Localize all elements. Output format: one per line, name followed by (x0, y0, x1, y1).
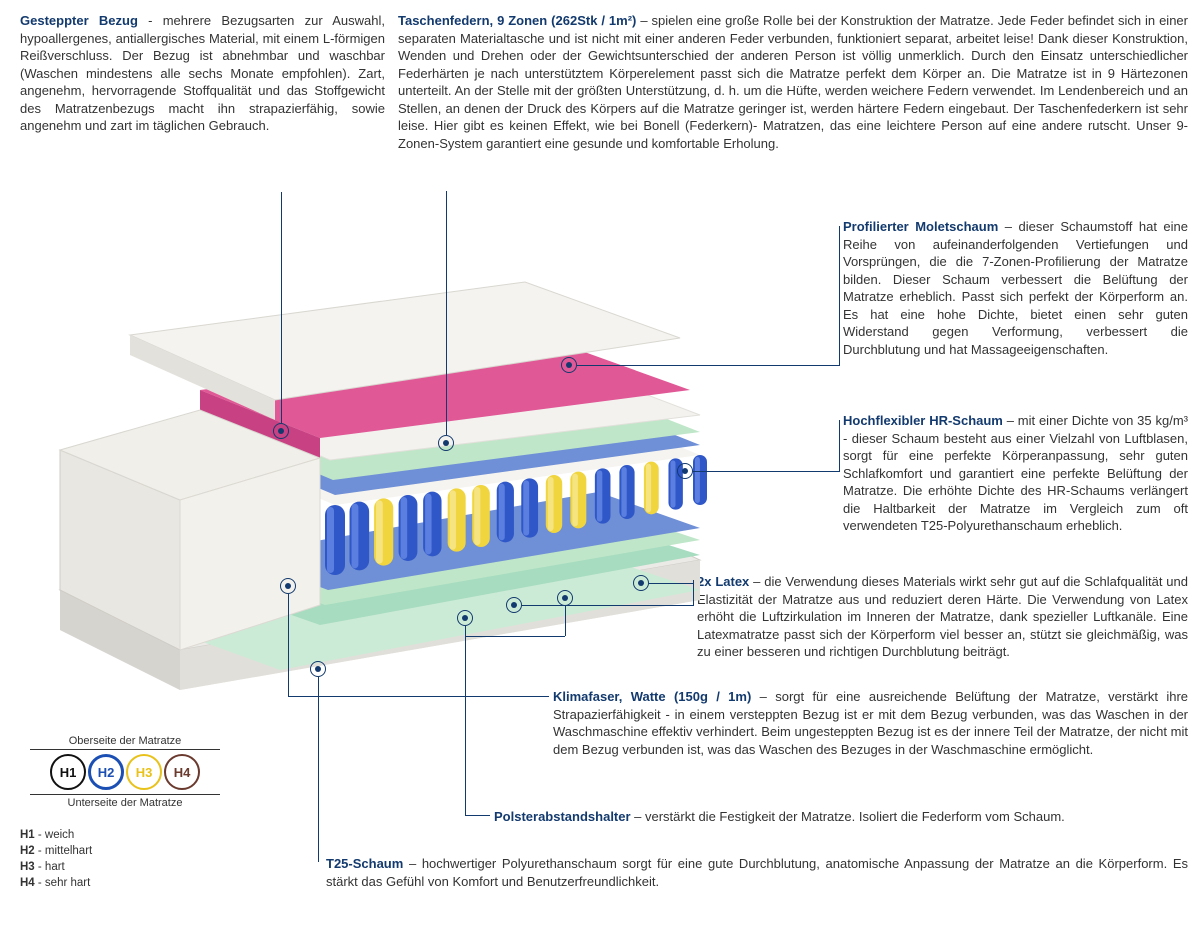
body-molet: – dieser Schaumstoff hat eine Reihe von … (843, 219, 1188, 357)
line-polster-h2 (465, 815, 490, 816)
block-molet: Profilierter Moletschaum – dieser Schaum… (843, 218, 1188, 358)
body-polster: – verstärkt die Festigkeit der Matratze.… (631, 809, 1065, 824)
dot-hr (677, 463, 693, 479)
title-t25: T25-Schaum (326, 856, 403, 871)
dot-federn (438, 435, 454, 451)
title-federn: Taschenfedern, 9 Zonen (262Stk / 1m²) (398, 13, 636, 28)
line-latex-h (649, 583, 693, 584)
block-t25: T25-Schaum – hochwertiger Polyurethansch… (326, 855, 1188, 890)
hardness-legend: Oberseite der Matratze H1H2H3H4 Untersei… (20, 735, 230, 891)
line-klima-h (288, 696, 549, 697)
hardness-h1: H1 (50, 754, 86, 790)
legend-top: Oberseite der Matratze (20, 735, 230, 747)
line-latex-v (693, 580, 694, 606)
block-klima: Klimafaser, Watte (150g / 1m) – sorgt fü… (553, 688, 1188, 758)
line-molet-v (839, 226, 840, 366)
dot-latex1 (506, 597, 522, 613)
dot-t25 (310, 661, 326, 677)
dot-polster1 (457, 610, 473, 626)
block-federn: Taschenfedern, 9 Zonen (262Stk / 1m²) – … (398, 12, 1188, 152)
dot-polster2 (557, 590, 573, 606)
line-latex-h2 (522, 605, 693, 606)
legend-key: H4 - sehr hart (20, 875, 230, 891)
body-latex: – die Verwendung dieses Materials wirkt … (697, 574, 1188, 659)
line-molet-h (577, 365, 839, 366)
line-polster-v1 (465, 626, 466, 815)
block-bezug: Gesteppter Bezug - mehrere Bezugsarten z… (20, 12, 385, 135)
hardness-h3: H3 (126, 754, 162, 790)
title-hr: Hochflexibler HR-Schaum (843, 413, 1003, 428)
mattress-diagram (20, 270, 710, 690)
line-polster-h (465, 636, 565, 637)
title-molet: Profilierter Moletschaum (843, 219, 998, 234)
dot-klima (280, 578, 296, 594)
dot-latex2 (633, 575, 649, 591)
dot-bezug (273, 423, 289, 439)
hardness-h4: H4 (164, 754, 200, 790)
title-bezug: Gesteppter Bezug (20, 13, 138, 28)
legend-key: H1 - weich (20, 827, 230, 843)
line-klima-v (288, 594, 289, 696)
body-federn: – spielen eine große Rolle bei der Konst… (398, 13, 1188, 151)
block-latex: 2x Latex – die Verwendung dieses Materia… (697, 573, 1188, 661)
line-hr-v (839, 420, 840, 472)
hardness-h2: H2 (88, 754, 124, 790)
legend-key: H3 - hart (20, 859, 230, 875)
line-t25-v (318, 677, 319, 862)
line-federn (446, 191, 447, 435)
body-bezug: - mehrere Bezugsarten zur Auswahl, hypoa… (20, 13, 385, 133)
block-hr: Hochflexibler HR-Schaum – mit einer Dich… (843, 412, 1188, 535)
title-klima: Klimafaser, Watte (150g / 1m) (553, 689, 751, 704)
dot-molet (561, 357, 577, 373)
body-t25: – hochwertiger Polyurethanschaum sorgt f… (326, 856, 1188, 889)
legend-bottom: Unterseite der Matratze (20, 797, 230, 809)
legend-key: H2 - mittelhart (20, 843, 230, 859)
title-polster: Polsterabstandshalter (494, 809, 631, 824)
line-bezug (281, 192, 282, 423)
block-polster: Polsterabstandshalter – verstärkt die Fe… (494, 808, 1188, 826)
line-polster-v2 (565, 606, 566, 636)
line-hr-h (693, 471, 839, 472)
body-hr: – mit einer Dichte von 35 kg/m³ - dieser… (843, 413, 1188, 533)
